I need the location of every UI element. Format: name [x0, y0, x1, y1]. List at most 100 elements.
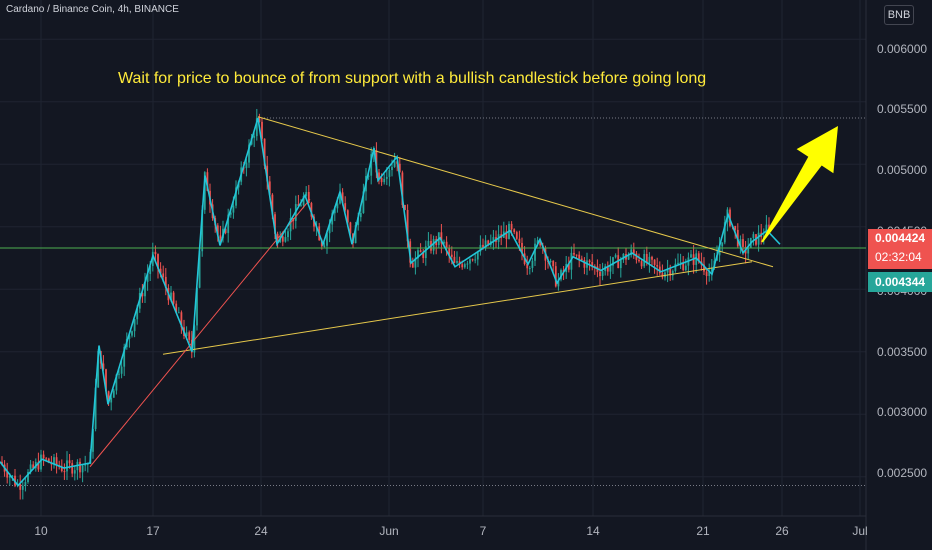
candle-body [227, 214, 230, 233]
candle-body [112, 390, 115, 398]
candle-body [463, 264, 466, 268]
x-tick-label: 26 [775, 524, 789, 538]
candle-body [484, 240, 487, 249]
bar-countdown: 02:32:04 [875, 250, 922, 264]
candle-body [612, 257, 614, 266]
candle-body [154, 251, 157, 255]
candle-body [19, 484, 22, 490]
candle-body [466, 263, 469, 265]
candle-body [261, 121, 263, 139]
candle-body [175, 303, 178, 313]
candle-body [21, 485, 24, 490]
candle-body [305, 192, 308, 196]
candle-body [531, 260, 534, 268]
candle-body [401, 172, 404, 205]
candle-body [235, 187, 237, 206]
candle-body [427, 240, 430, 247]
candle-body [164, 276, 167, 288]
currency-button[interactable]: BNB [884, 5, 914, 25]
candle-body [42, 454, 45, 459]
candle-body [378, 172, 380, 178]
y-tick-label: 0.003000 [877, 405, 928, 419]
candle-body [578, 254, 581, 259]
x-tick-label: 7 [479, 524, 487, 538]
candle-body [710, 267, 713, 272]
candle-body [697, 253, 700, 262]
candle-body [664, 272, 666, 278]
candle-body [471, 259, 474, 261]
candle-body [474, 259, 477, 261]
candle-body [27, 471, 29, 483]
candle-body [198, 251, 201, 288]
candle-body [656, 265, 659, 267]
last-price-value: 0.004424 [875, 231, 926, 245]
candle-body [328, 224, 331, 234]
candle-body [73, 470, 76, 474]
candle-body [151, 251, 154, 267]
candle-body [81, 465, 84, 473]
candle-body [721, 242, 724, 247]
candle-body [40, 454, 42, 470]
candle-body [580, 258, 583, 261]
candle-body [284, 237, 287, 242]
candle-body [554, 266, 557, 287]
candle-body [287, 231, 289, 238]
x-tick-label: Jun [379, 524, 399, 538]
candle-body [94, 387, 97, 430]
candle-body [180, 312, 183, 328]
candle-body [570, 252, 573, 270]
candle-body [432, 239, 435, 251]
candle-body [6, 471, 9, 478]
trendline-lower [162, 261, 753, 355]
candle-body [632, 249, 635, 254]
candle-body [674, 263, 677, 271]
candle-body [71, 463, 74, 474]
candle-body [424, 246, 427, 259]
candle-body [648, 256, 651, 263]
candle-body [307, 192, 310, 204]
candle-body [216, 225, 219, 236]
candle-body [677, 262, 679, 264]
candle-body [172, 292, 175, 304]
candle-body [55, 457, 58, 466]
candle-body [196, 287, 198, 326]
candle-body [411, 262, 414, 268]
x-tick-label: Jul [852, 524, 868, 538]
candle-body [245, 162, 248, 169]
zigzag-line [0, 117, 781, 487]
y-tick-label: 0.002500 [877, 466, 928, 480]
candle-body [658, 266, 661, 274]
candle-body [622, 254, 625, 260]
candle-body [92, 429, 94, 452]
y-tick-label: 0.006000 [877, 42, 928, 56]
candle-body [398, 163, 401, 173]
candle-body [505, 231, 508, 239]
candle-body [528, 267, 531, 269]
candle-body [518, 238, 521, 243]
candle-body [492, 237, 495, 242]
bid-price-tag: 0.004344 [868, 272, 932, 292]
candle-body [661, 273, 664, 278]
y-tick-label: 0.005500 [877, 102, 928, 116]
candle-body [742, 239, 744, 247]
candle-body [723, 222, 726, 243]
candle-body [300, 205, 302, 207]
candle-body [289, 218, 292, 232]
candle-body [219, 235, 222, 239]
candle-body [583, 260, 586, 268]
candle-body [339, 192, 341, 204]
candle-body [669, 268, 672, 276]
candle-body [567, 263, 570, 270]
annotation-text: Wait for price to bounce of from support… [118, 70, 707, 87]
candle-body [671, 270, 674, 276]
candle-body [97, 350, 100, 388]
last-price-tag: 0.004424 02:32:04 [868, 229, 932, 269]
x-tick-label: 10 [34, 524, 48, 538]
candle-body [123, 347, 126, 367]
candle-body [326, 233, 328, 246]
candle-body [599, 271, 601, 277]
candle-body [274, 214, 276, 234]
candle-body [346, 210, 349, 223]
candle-body [263, 138, 266, 166]
